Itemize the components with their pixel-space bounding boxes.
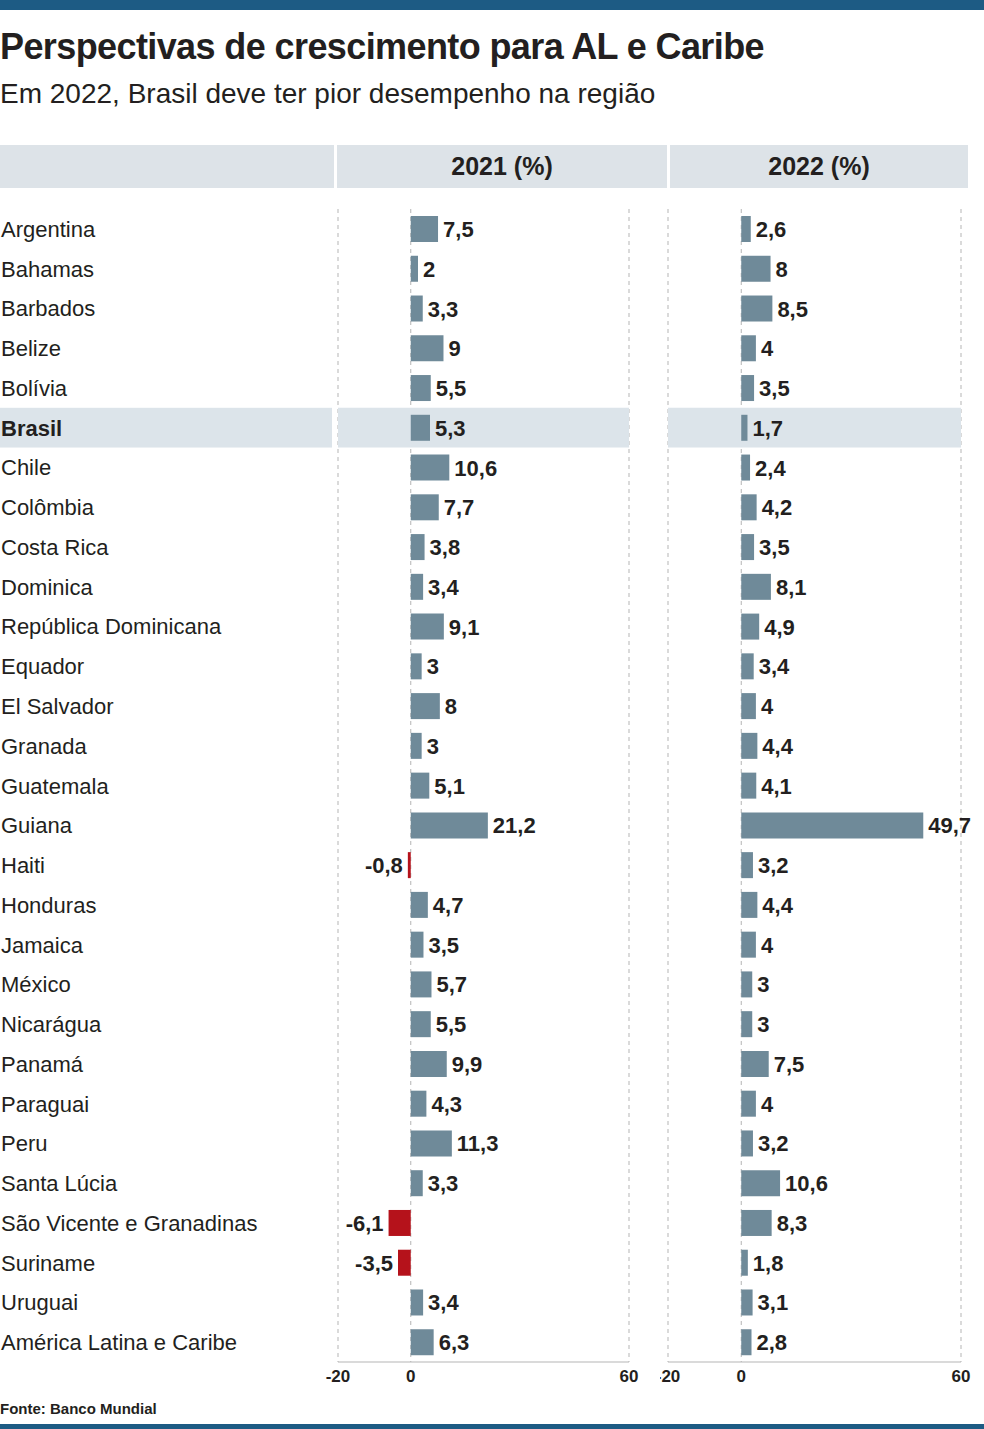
svg-text:3,5: 3,5 <box>759 535 790 560</box>
svg-text:2,8: 2,8 <box>757 1330 788 1355</box>
svg-text:Nicarágua: Nicarágua <box>8 1012 102 1037</box>
svg-text:5,3: 5,3 <box>435 416 466 441</box>
svg-text:3: 3 <box>427 734 439 759</box>
svg-text:Colômbia: Colômbia <box>8 495 95 520</box>
svg-text:Costa Rica: Costa Rica <box>8 535 109 560</box>
svg-text:Chile: Chile <box>8 455 51 480</box>
svg-text:Granada: Granada <box>8 734 87 759</box>
svg-text:Argentina: Argentina <box>8 217 96 242</box>
svg-text:4: 4 <box>761 933 774 958</box>
svg-text:Uruguai: Uruguai <box>8 1290 78 1315</box>
svg-text:Jamaica: Jamaica <box>8 933 84 958</box>
svg-text:-0,8: -0,8 <box>365 853 403 878</box>
svg-text:Dominica: Dominica <box>8 575 93 600</box>
svg-text:Honduras: Honduras <box>8 893 96 918</box>
svg-text:4,3: 4,3 <box>431 1092 462 1117</box>
svg-text:3: 3 <box>757 1012 769 1037</box>
svg-text:3,1: 3,1 <box>758 1290 789 1315</box>
html-text:Fonte: Banco Mundial: Fonte: Banco Mundial <box>0 1400 157 1417</box>
svg-text:10,6: 10,6 <box>785 1171 828 1196</box>
svg-text:México: México <box>8 972 71 997</box>
svg-text:2,6: 2,6 <box>756 217 787 242</box>
svg-text:-3,5: -3,5 <box>355 1251 393 1276</box>
svg-text:-6,1: -6,1 <box>346 1211 384 1236</box>
svg-text:Barbados: Barbados <box>8 296 95 321</box>
html-text:2021 (%): 2021 (%) <box>451 152 553 180</box>
svg-text:4,4: 4,4 <box>762 893 793 918</box>
svg-text:21,2: 21,2 <box>493 813 536 838</box>
svg-text:8: 8 <box>445 694 457 719</box>
svg-text:3: 3 <box>427 654 439 679</box>
svg-text:República Dominicana: República Dominicana <box>8 614 222 639</box>
svg-text:8,5: 8,5 <box>777 297 808 322</box>
svg-text:El Salvador: El Salvador <box>8 694 114 719</box>
svg-text:7,5: 7,5 <box>774 1052 805 1077</box>
svg-text:3,4: 3,4 <box>759 654 790 679</box>
svg-text:-20: -20 <box>660 1367 680 1386</box>
svg-text:3,2: 3,2 <box>758 853 789 878</box>
svg-text:5,5: 5,5 <box>436 376 467 401</box>
svg-text:8,1: 8,1 <box>776 575 807 600</box>
svg-text:0: 0 <box>737 1367 746 1386</box>
svg-text:Panamá: Panamá <box>8 1052 84 1077</box>
svg-text:4: 4 <box>761 694 774 719</box>
svg-text:60: 60 <box>620 1367 639 1386</box>
svg-text:Belize: Belize <box>8 336 61 361</box>
svg-text:-20: -20 <box>326 1367 351 1386</box>
svg-text:9,1: 9,1 <box>449 615 480 640</box>
svg-text:60: 60 <box>952 1367 971 1386</box>
svg-text:4: 4 <box>761 1092 774 1117</box>
html-text:2022 (%): 2022 (%) <box>768 152 870 180</box>
svg-text:3,3: 3,3 <box>428 1171 459 1196</box>
svg-text:Equador: Equador <box>8 654 84 679</box>
svg-text:São Vicente e Granadinas: São Vicente e Granadinas <box>8 1211 257 1236</box>
svg-text:4,9: 4,9 <box>764 615 795 640</box>
svg-text:3,5: 3,5 <box>428 933 459 958</box>
svg-text:10,6: 10,6 <box>454 456 497 481</box>
svg-text:Bolívia: Bolívia <box>8 376 68 401</box>
svg-text:2,4: 2,4 <box>755 456 786 481</box>
svg-text:49,7: 49,7 <box>928 813 971 838</box>
svg-text:Suriname: Suriname <box>8 1251 95 1276</box>
svg-text:3,4: 3,4 <box>428 575 459 600</box>
svg-text:7,7: 7,7 <box>444 495 475 520</box>
svg-text:8: 8 <box>776 257 788 282</box>
svg-text:Peru: Peru <box>8 1131 47 1156</box>
svg-text:3,3: 3,3 <box>428 297 459 322</box>
svg-text:5,1: 5,1 <box>434 774 465 799</box>
svg-text:3,8: 3,8 <box>430 535 461 560</box>
svg-text:7,5: 7,5 <box>443 217 474 242</box>
svg-text:Santa Lúcia: Santa Lúcia <box>8 1171 118 1196</box>
svg-text:3,4: 3,4 <box>428 1290 459 1315</box>
svg-text:América Latina e Caribe: América Latina e Caribe <box>8 1330 237 1355</box>
svg-text:Haiti: Haiti <box>8 853 45 878</box>
svg-text:6,3: 6,3 <box>439 1330 470 1355</box>
svg-text:1,7: 1,7 <box>752 416 783 441</box>
svg-text:4: 4 <box>761 336 774 361</box>
svg-text:1,8: 1,8 <box>753 1251 784 1276</box>
svg-text:Paraguai: Paraguai <box>8 1092 89 1117</box>
svg-text:11,3: 11,3 <box>457 1131 499 1156</box>
svg-text:5,5: 5,5 <box>436 1012 467 1037</box>
svg-text:Guatemala: Guatemala <box>8 774 109 799</box>
svg-text:9: 9 <box>448 336 460 361</box>
svg-text:3,2: 3,2 <box>758 1131 789 1156</box>
svg-text:9,9: 9,9 <box>452 1052 483 1077</box>
html-text:Em 2022, Brasil deve ter pior: Em 2022, Brasil deve ter pior desempenho… <box>0 78 656 109</box>
svg-text:0: 0 <box>406 1367 415 1386</box>
svg-text:4,1: 4,1 <box>761 774 792 799</box>
svg-text:Bahamas: Bahamas <box>8 257 94 282</box>
svg-text:4,2: 4,2 <box>762 495 793 520</box>
svg-text:4,7: 4,7 <box>433 893 464 918</box>
svg-text:Brasil: Brasil <box>8 416 62 441</box>
svg-text:Guiana: Guiana <box>8 813 73 838</box>
svg-text:3: 3 <box>757 972 769 997</box>
svg-text:3,5: 3,5 <box>759 376 790 401</box>
svg-text:5,7: 5,7 <box>436 972 467 997</box>
svg-text:4,4: 4,4 <box>762 734 793 759</box>
svg-text:2: 2 <box>423 257 435 282</box>
html-text:Perspectivas de crescimento pa: Perspectivas de crescimento para AL e Ca… <box>0 26 764 67</box>
svg-text:8,3: 8,3 <box>777 1211 808 1236</box>
